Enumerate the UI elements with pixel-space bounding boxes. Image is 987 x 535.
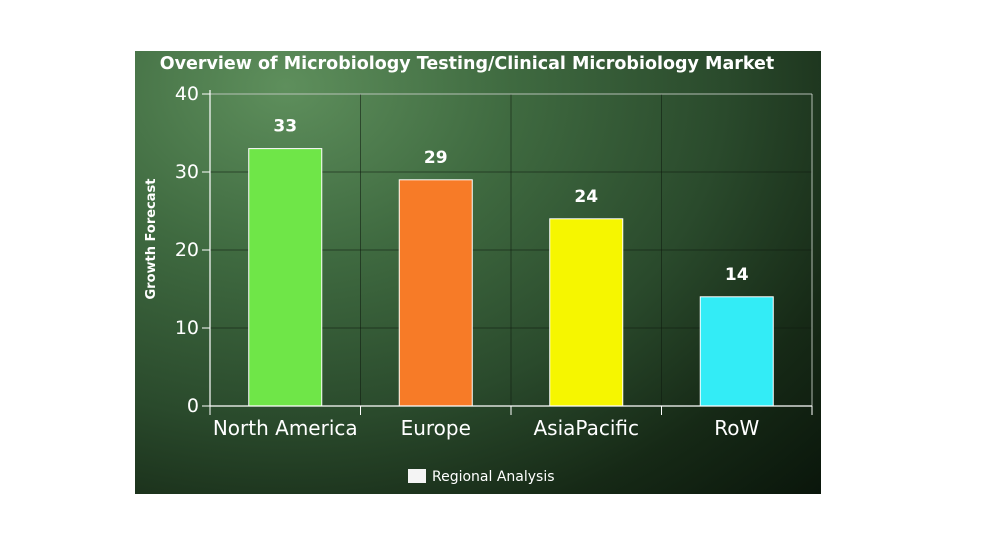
x-tick-label-row: RoW	[714, 416, 759, 440]
chart-panel: Overview of Microbiology Testing/Clinica…	[135, 51, 821, 494]
x-tick-label-north-america: North America	[213, 416, 358, 440]
y-axis-label: Growth Forecast	[144, 179, 159, 300]
bar-chart: Overview of Microbiology Testing/Clinica…	[144, 54, 813, 485]
value-label-asiapacific: 24	[574, 187, 598, 207]
legend: Regional Analysis	[408, 469, 555, 485]
axes	[202, 90, 813, 415]
y-tick-label-0: 0	[187, 395, 199, 417]
x-tick-label-europe: Europe	[401, 416, 471, 440]
bar-europe	[398, 179, 473, 407]
bar-north-america	[248, 148, 323, 407]
x-tick-label-asiapacific: AsiaPacific	[534, 416, 639, 440]
y-tick-label-10: 10	[175, 317, 199, 339]
y-tick-label-40: 40	[175, 83, 199, 105]
legend-label: Regional Analysis	[432, 469, 555, 485]
y-tick-label-20: 20	[175, 239, 199, 261]
y-tick-label-30: 30	[175, 161, 199, 183]
labels: 0 10 20 30 40 33 North America 29 Europe 24 AsiaPa…	[175, 83, 760, 440]
bar-asiapacific	[549, 218, 624, 407]
chart-title: Overview of Microbiology Testing/Clinica…	[160, 54, 775, 74]
bar-row	[699, 296, 774, 407]
legend-swatch	[408, 469, 426, 483]
value-label-europe: 29	[424, 148, 448, 168]
bars	[248, 148, 774, 407]
value-label-north-america: 33	[273, 117, 297, 137]
value-label-row: 14	[725, 265, 749, 285]
